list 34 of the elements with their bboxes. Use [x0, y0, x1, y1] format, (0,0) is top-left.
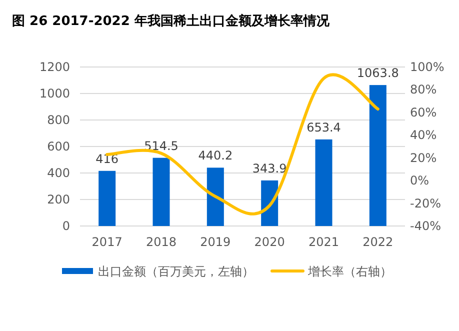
y2-tick-label: 40% [410, 128, 437, 142]
y2-tick-label: 0% [410, 174, 430, 188]
x-tick-label: 2018 [146, 235, 177, 249]
y2-tick-label: 100% [410, 60, 444, 74]
bar [369, 85, 386, 226]
data-label: 440.2 [198, 148, 233, 163]
y-tick-label: 200 [47, 192, 70, 206]
y2-tick-label: 60% [410, 105, 437, 120]
data-label: 514.5 [144, 138, 178, 153]
bar [152, 158, 170, 226]
data-label: 343.9 [252, 161, 287, 176]
data-label: 1063.8 [356, 66, 399, 80]
legend-label: 增长率（右轴） [307, 264, 392, 278]
y-tick-label: 1000 [39, 86, 70, 100]
data-label: 653.4 [306, 120, 341, 134]
y2-tick-label: -20% [410, 196, 442, 210]
chart-title: 图 26 2017-2022 年我国稀土出口金额及增长率情况 [12, 13, 330, 29]
x-tick-label: 2022 [362, 235, 394, 249]
y2-tick-label: 80% [410, 82, 437, 97]
y-tick-label: 800 [47, 113, 70, 127]
y-tick-label: 600 [47, 140, 70, 154]
x-tick-label: 2019 [200, 235, 231, 249]
y-tick-label: 400 [47, 166, 70, 180]
x-tick-label: 2020 [254, 235, 285, 249]
bar [315, 139, 332, 226]
y-tick-label: 1200 [39, 60, 70, 74]
bar [206, 168, 224, 226]
legend-label: 出口金额（百万美元，左轴） [98, 264, 254, 278]
y2-tick-label: 20% [410, 150, 437, 165]
y2-tick-label: -40% [410, 219, 442, 233]
x-tick-label: 2021 [308, 235, 340, 249]
y-tick-label: 0 [62, 219, 70, 233]
bar [98, 170, 116, 226]
x-tick-label: 2017 [92, 235, 122, 249]
